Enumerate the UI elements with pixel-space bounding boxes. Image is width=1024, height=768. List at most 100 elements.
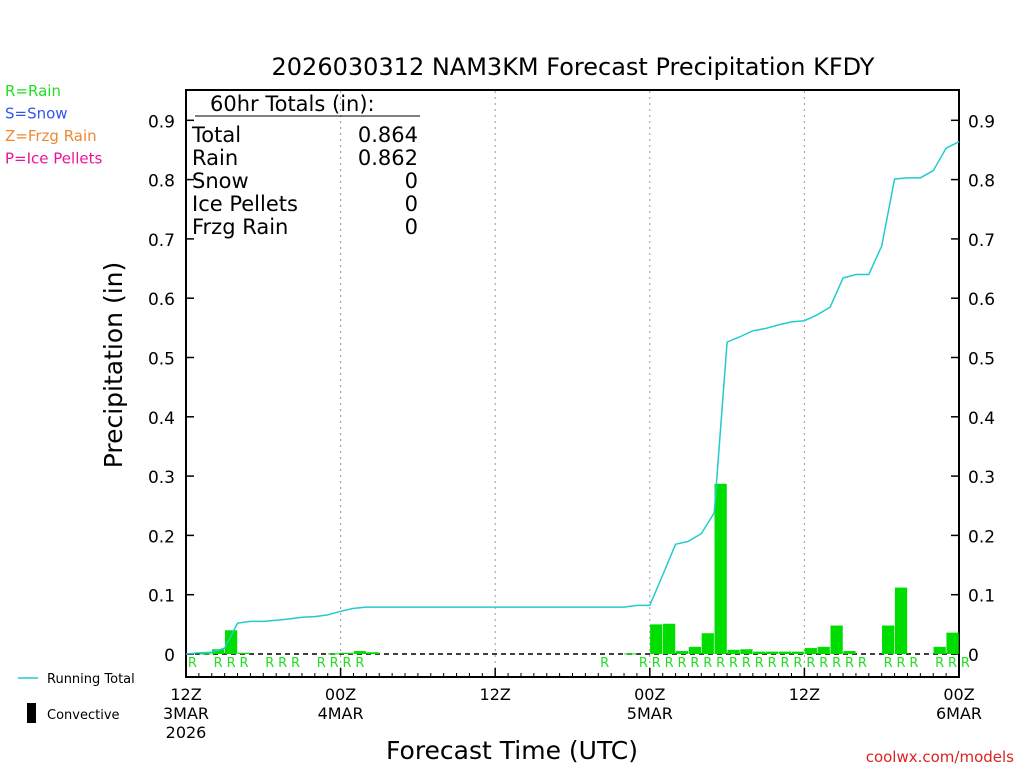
rain-marker: R: [884, 656, 893, 671]
rain-marker: R: [265, 656, 274, 671]
precip-bar: [366, 652, 379, 654]
x-tick-label: 00Z: [634, 685, 665, 704]
precip-bar: [766, 651, 779, 654]
precip-bar: [778, 651, 792, 654]
precip-bar: [663, 623, 676, 654]
y-tick-label-left: 0.5: [148, 350, 175, 370]
y-tick-label-right: 0.5: [968, 350, 995, 370]
rain-marker: R: [677, 656, 686, 671]
precip-bar: [688, 646, 702, 654]
totals-header: 60hr Totals (in):: [210, 92, 375, 116]
rain-marker: R: [330, 656, 339, 671]
rain-marker: R: [317, 656, 326, 671]
precip-bar: [804, 648, 817, 654]
rain-marker: R: [935, 656, 944, 671]
x-tick-label: 00Z: [325, 685, 356, 704]
precip-bar: [675, 651, 689, 654]
y-tick-label-right: 0.8: [968, 172, 995, 192]
rain-marker: R: [742, 656, 751, 671]
plot-frame: [185, 89, 960, 678]
rain-marker: R: [897, 656, 906, 671]
rain-marker: R: [355, 656, 364, 671]
hourly-precip-bars: [199, 483, 959, 655]
precip-bar: [328, 653, 341, 655]
y-tick-label-left: 0.9: [148, 112, 175, 132]
precip-bar: [946, 632, 959, 654]
precip-type-legend: R=Rain S=Snow Z=Frzg Rain P=Ice Pellets: [5, 82, 102, 168]
rain-marker: R: [665, 656, 674, 671]
x-tick-label: 3MAR: [163, 704, 209, 723]
totals-label: Snow: [192, 169, 249, 193]
y-tick-label-right: 0.9: [968, 112, 995, 132]
totals-value: 0.862: [358, 146, 418, 170]
legend-bar-swatch: [27, 703, 36, 723]
rain-marker: R: [639, 656, 648, 671]
precip-bar: [933, 646, 946, 654]
totals-label: Ice Pellets: [192, 192, 298, 216]
rain-marker: R: [278, 656, 287, 671]
rain-marker: R: [845, 656, 854, 671]
precip-bar: [830, 625, 843, 654]
chart-title: 2026030312 NAM3KM Forecast Precipitation…: [272, 53, 875, 81]
precip-bar: [740, 649, 753, 654]
precip-bar: [199, 653, 212, 655]
rain-marker: R: [832, 656, 841, 671]
rain-marker: R: [188, 656, 197, 671]
rain-marker: R: [343, 656, 352, 671]
rain-marker: R: [819, 656, 828, 671]
rain-marker: R: [716, 656, 725, 671]
credit-text: coolwx.com/models: [866, 748, 1014, 766]
precip-type-legend-item: R=Rain: [5, 82, 61, 100]
rain-marker: R: [961, 656, 970, 671]
precip-type-legend-item: P=Ice Pellets: [5, 150, 102, 168]
y-tick-label-right: 0.6: [968, 290, 995, 310]
y-tick-label-left: 0.1: [148, 587, 175, 607]
running-total-line: [185, 140, 960, 655]
y-tick-label-right: 0.4: [968, 409, 995, 429]
grid-lines: [186, 91, 959, 676]
rain-marker: R: [690, 656, 699, 671]
rain-marker: R: [652, 656, 661, 671]
y-axis-label: Precipitation (in): [99, 262, 128, 469]
precip-bar: [340, 652, 354, 654]
totals-value: 0: [405, 215, 418, 239]
precip-bar: [714, 483, 727, 654]
rain-marker: R: [703, 656, 712, 671]
precip-bar: [353, 651, 367, 654]
y-tick-label-left: 0.4: [148, 409, 175, 429]
precip-bar: [624, 653, 637, 655]
y-tick-label-left: 0.6: [148, 290, 175, 310]
x-axis-label: Forecast Time (UTC): [386, 736, 638, 765]
rain-marker: R: [806, 656, 815, 671]
x-tick-label: 12Z: [170, 685, 201, 704]
rain-marker: R: [214, 656, 223, 671]
precip-bar: [701, 633, 714, 654]
rain-marker: R: [793, 656, 802, 671]
precip-bar: [894, 587, 908, 654]
totals-box: 60hr Totals (in): Total 0.864 Rain 0.862 Snow…: [191, 92, 420, 239]
y-tick-label-left: 0.3: [148, 468, 175, 488]
y-tick-label-right: 0.3: [968, 468, 995, 488]
y-tick-label-right: 0: [968, 646, 979, 666]
precip-bar: [650, 624, 663, 654]
rain-marker: R: [227, 656, 236, 671]
rain-marker: R: [239, 656, 248, 671]
precip-bar: [843, 651, 856, 654]
rain-marker: R: [948, 656, 957, 671]
totals-value: 0: [405, 169, 418, 193]
x-tick-label: 2026: [166, 723, 207, 742]
x-tick-label: 00Z: [943, 685, 974, 704]
precip-bar: [817, 646, 830, 654]
x-tick-label: 4MAR: [318, 704, 364, 723]
series-legend: Running Total Convective: [18, 672, 135, 723]
y-tick-label-left: 0.7: [148, 231, 175, 251]
y-tick-label-left: 0: [164, 646, 175, 666]
x-tick-label: 5MAR: [627, 704, 673, 723]
totals-label: Rain: [192, 146, 238, 170]
precip-bar: [882, 625, 895, 654]
precip-bar: [753, 651, 766, 654]
y-tick-label-right: 0.7: [968, 231, 995, 251]
rain-marker: R: [858, 656, 867, 671]
